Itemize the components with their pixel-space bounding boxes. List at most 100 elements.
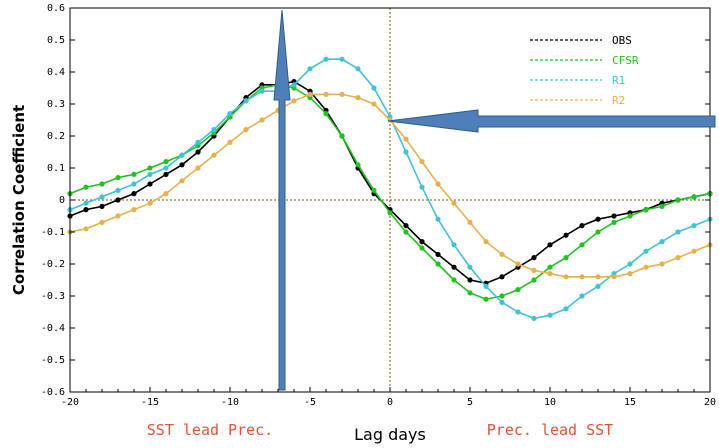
data-point-r1 (467, 264, 473, 270)
y-tick-label: 0.2 (47, 131, 65, 142)
data-point-r2 (323, 91, 329, 97)
data-point-r2 (547, 271, 553, 277)
data-point-r2 (531, 267, 537, 273)
data-point-r1 (371, 85, 377, 91)
y-tick-label: 0.5 (47, 35, 65, 46)
data-point-r1 (419, 184, 425, 190)
data-point-r2 (371, 101, 377, 107)
data-point-r2 (291, 98, 297, 104)
data-point-cfsr (531, 277, 537, 283)
y-tick-label: -0.1 (41, 227, 65, 238)
data-point-cfsr (371, 187, 377, 193)
y-tick-label: -0.2 (41, 259, 65, 270)
data-point-r1 (243, 98, 249, 104)
y-tick-label: -0.5 (41, 355, 65, 366)
data-point-r1 (691, 223, 697, 229)
data-point-cfsr (579, 242, 585, 248)
data-point-r1 (547, 312, 553, 318)
data-point-r1 (259, 88, 265, 94)
data-point-cfsr (659, 203, 665, 209)
y-tick-label: -0.4 (41, 323, 65, 334)
data-point-obs (547, 242, 553, 248)
reference-lines (70, 8, 710, 392)
data-point-r1 (291, 82, 297, 88)
data-point-r2 (163, 191, 169, 197)
data-point-r1 (115, 187, 121, 193)
data-point-r1 (659, 239, 665, 245)
data-point-cfsr (627, 213, 633, 219)
data-point-cfsr (163, 159, 169, 165)
data-point-r1 (515, 309, 521, 315)
data-point-cfsr (515, 287, 521, 293)
data-point-obs (579, 223, 585, 229)
y-tick-label: 0.3 (47, 99, 65, 110)
data-point-r1 (195, 139, 201, 145)
data-point-r2 (99, 219, 105, 225)
arrow-layer (273, 9, 716, 391)
data-point-obs (531, 255, 537, 261)
data-point-cfsr (147, 165, 153, 171)
data-point-obs (611, 213, 617, 219)
legend-label-r2: R2 (612, 94, 625, 107)
annotation-prec-lead: Prec. lead SST (487, 421, 613, 439)
data-point-obs (99, 203, 105, 209)
data-point-obs (403, 223, 409, 229)
data-point-cfsr (403, 229, 409, 235)
x-tick-label: -5 (304, 397, 316, 408)
data-point-obs (595, 216, 601, 222)
data-point-cfsr (691, 194, 697, 200)
series-cfsr (67, 82, 713, 302)
data-point-cfsr (451, 277, 457, 283)
data-point-r2 (675, 255, 681, 261)
data-point-r2 (115, 213, 121, 219)
data-point-r2 (611, 274, 617, 280)
data-point-cfsr (499, 293, 505, 299)
data-point-r1 (227, 111, 233, 117)
data-point-r1 (323, 56, 329, 62)
data-point-r1 (563, 306, 569, 312)
data-point-r1 (483, 283, 489, 289)
y-tick-label: 0 (59, 195, 65, 206)
data-point-cfsr (611, 219, 617, 225)
data-point-r2 (307, 91, 313, 97)
legend-label-cfsr: CFSR (612, 54, 639, 67)
data-point-r1 (579, 293, 585, 299)
data-point-r1 (595, 283, 601, 289)
x-tick-label: 10 (544, 397, 556, 408)
data-point-cfsr (339, 133, 345, 139)
data-point-r2 (627, 271, 633, 277)
data-point-r2 (451, 200, 457, 206)
data-point-r1 (131, 181, 137, 187)
data-point-r1 (355, 66, 361, 72)
data-point-r1 (451, 242, 457, 248)
data-point-r2 (579, 274, 585, 280)
data-point-r2 (691, 248, 697, 254)
data-point-obs (467, 277, 473, 283)
data-point-cfsr (131, 171, 137, 177)
legend-label-r1: R1 (612, 74, 625, 87)
data-point-r2 (195, 165, 201, 171)
data-point-r1 (627, 261, 633, 267)
data-point-r2 (227, 139, 233, 145)
data-point-obs (499, 274, 505, 280)
data-point-cfsr (83, 184, 89, 190)
data-point-cfsr (435, 261, 441, 267)
data-point-cfsr (419, 245, 425, 251)
data-point-r1 (83, 200, 89, 206)
x-tick-label: 20 (704, 397, 716, 408)
data-point-cfsr (323, 111, 329, 117)
data-point-r1 (499, 299, 505, 305)
left-arrow (387, 109, 716, 133)
data-point-r2 (211, 152, 217, 158)
data-point-r1 (147, 171, 153, 177)
data-point-r1 (675, 229, 681, 235)
data-point-r1 (163, 165, 169, 171)
data-point-cfsr (99, 181, 105, 187)
series-layer (67, 56, 713, 321)
axis-ticks: -20 -15 -10 -5 0 5 10 15 20 0.6 0.5 0.4 0.3 0.2 0.1 0 -0… (41, 3, 716, 408)
y-axis-label: Correlation Coefficient (10, 105, 28, 295)
legend: OBS CFSR R1 R2 (530, 34, 639, 107)
data-point-obs (435, 251, 441, 257)
data-point-cfsr (547, 264, 553, 270)
y-tick-label: 0.1 (47, 163, 65, 174)
